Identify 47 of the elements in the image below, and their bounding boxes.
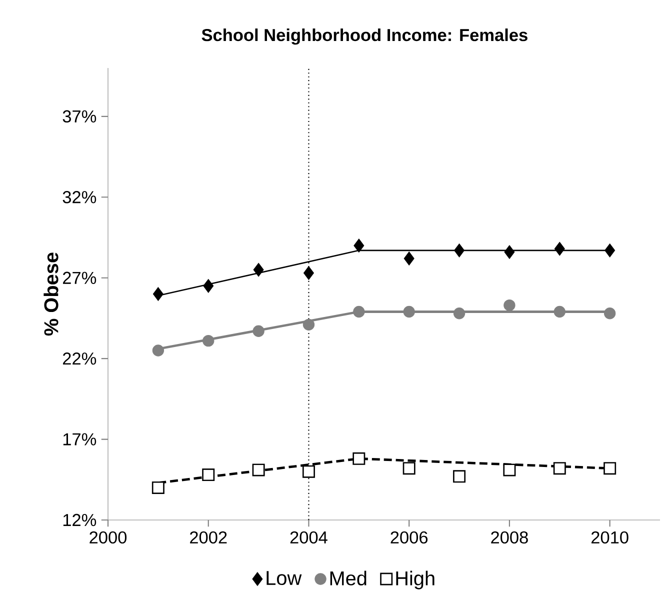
point xyxy=(203,279,214,293)
point xyxy=(404,252,414,266)
point xyxy=(504,245,515,259)
point xyxy=(303,266,314,280)
y-tick-label: 37% xyxy=(62,110,96,123)
point xyxy=(403,306,415,318)
point xyxy=(252,325,264,337)
x-tick-label: 2000 xyxy=(90,531,127,544)
point xyxy=(554,306,566,318)
legend-label: Low xyxy=(266,571,302,586)
point xyxy=(503,464,516,476)
x-tick-label: 2002 xyxy=(190,531,227,544)
point xyxy=(152,344,164,356)
point xyxy=(604,462,616,475)
point xyxy=(202,468,215,482)
point xyxy=(553,462,566,475)
point xyxy=(152,287,164,301)
x-tick-label: 2008 xyxy=(491,531,528,544)
point xyxy=(453,308,466,320)
point xyxy=(252,464,265,476)
point xyxy=(353,306,365,318)
chart-title: School Neighborhood Income: Females xyxy=(202,28,528,45)
y-tick-label: 27% xyxy=(62,272,96,284)
y-axis-title: % Obese xyxy=(44,252,58,336)
point xyxy=(152,481,164,494)
point xyxy=(504,299,516,312)
legend-label: Med xyxy=(330,570,366,586)
x-tick-label: 2006 xyxy=(390,531,428,544)
x-tick-label: 2010 xyxy=(591,531,628,544)
point xyxy=(554,242,565,256)
point xyxy=(604,308,616,320)
point xyxy=(352,452,366,465)
point xyxy=(604,244,616,258)
y-tick-label: 17% xyxy=(63,433,96,446)
point xyxy=(302,318,315,331)
y-tick-label: 32% xyxy=(62,191,96,204)
y-tick-label: 12% xyxy=(63,514,96,526)
legend-label: High xyxy=(396,570,434,590)
point xyxy=(453,470,466,483)
point xyxy=(302,465,315,478)
point xyxy=(402,462,416,475)
point xyxy=(354,238,364,252)
point xyxy=(202,334,214,347)
point xyxy=(454,244,465,258)
point xyxy=(253,262,264,277)
y-tick-label: 22% xyxy=(62,352,96,365)
x-tick-label: 2004 xyxy=(290,531,328,544)
